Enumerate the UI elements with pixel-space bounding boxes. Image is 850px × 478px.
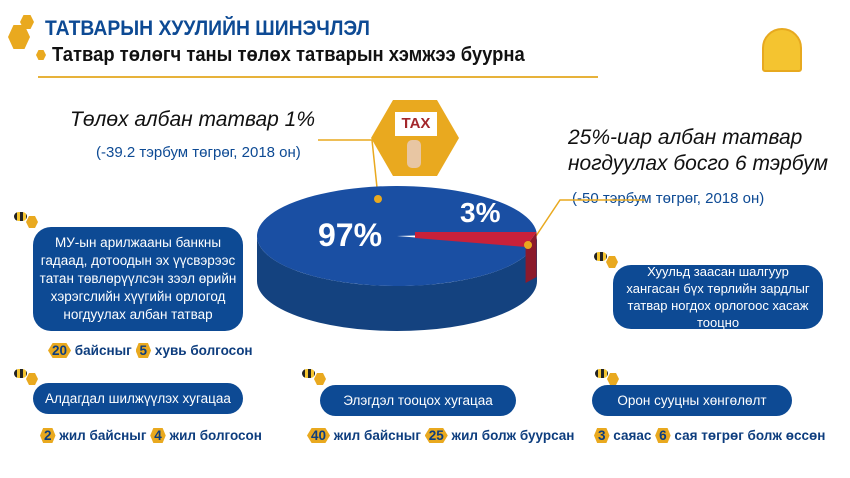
page-subtitle: Татвар төлөгч таны төлөх татварын хэмжээ… <box>52 44 525 66</box>
stat-num: 40 <box>307 428 331 443</box>
stat-num: 6 <box>655 428 671 443</box>
bee-icon <box>302 365 326 387</box>
depreciation-stat: 40 жил байсныг 25 жил болж буурсан <box>307 428 574 443</box>
leader-line-left <box>318 139 379 198</box>
left-callout-sub: (-39.2 тэрбум төгрөг, 2018 он) <box>96 144 301 161</box>
right-callout-line1: 25%-иар албан татвар <box>568 126 803 149</box>
pie-slice-97 <box>257 186 537 287</box>
housing-stat: 3 саяас 6 сая төгрөг болж өссөн <box>594 428 825 443</box>
loss-stat: 2 жил байсныг 4 жил болгосон <box>40 428 262 443</box>
page-title: ТАТВАРЫН ХУУЛИЙН ШИНЭЧЛЭЛ <box>45 17 370 40</box>
interest-tax-box: МУ-ын арилжааны банкны гадаад, дотоодын … <box>33 227 243 331</box>
pie-label-97: 97% <box>318 217 382 253</box>
left-callout-title: Төлөх албан татвар 1% <box>70 108 316 131</box>
bee-icon <box>595 365 619 387</box>
bullet-hex <box>36 50 46 60</box>
pie-slice-3 <box>415 232 537 247</box>
expenses-box: Хуульд заасан шалгуур хангасан бүх төрли… <box>613 264 823 330</box>
stat-num: 2 <box>40 428 56 443</box>
bee-icon <box>14 208 38 230</box>
bee-icon <box>594 248 618 270</box>
yurt-icon <box>762 28 802 72</box>
tax-sign: TAX <box>395 112 437 136</box>
hand-icon <box>407 140 421 168</box>
leader-dot-left <box>374 195 382 203</box>
pie-label-3: 3% <box>460 197 501 228</box>
leader-dot-right <box>524 241 532 249</box>
bee-icon <box>14 365 38 387</box>
interest-stat: 20 байсныг 5 хувь болгосон <box>48 343 253 358</box>
depreciation-box: Элэгдэл тооцох хугацаа <box>320 385 516 416</box>
loss-carryforward-box: Алдагдал шилжүүлэх хугацаа <box>33 383 243 414</box>
divider <box>38 76 598 78</box>
right-callout-line2: ногдуулах босго 6 тэрбум <box>568 152 828 175</box>
stat-num: 25 <box>424 428 448 443</box>
leader-line-right <box>529 199 645 246</box>
pie-side <box>257 236 537 331</box>
stat-num: 4 <box>150 428 166 443</box>
housing-box: Орон сууцны хөнгөлөлт <box>592 385 792 416</box>
logo-hex <box>8 25 30 49</box>
right-callout-sub: (-50 тэрбум төгрөг, 2018 он) <box>572 190 765 207</box>
stat-num: 5 <box>135 343 152 358</box>
logo-hex <box>20 15 34 29</box>
stat-num: 20 <box>48 343 72 358</box>
stat-num: 3 <box>594 428 610 443</box>
